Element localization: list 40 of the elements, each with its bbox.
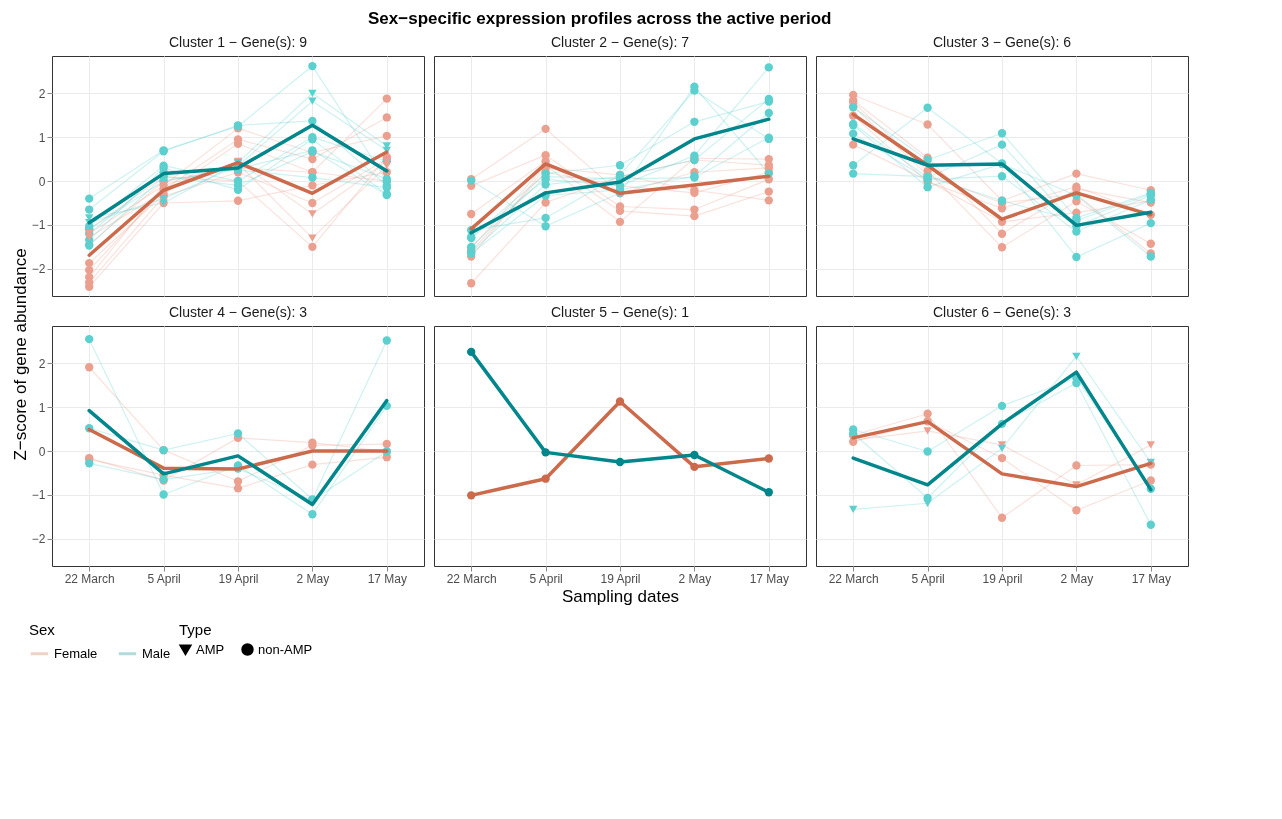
text: Sex−specific expression profiles across the active period (368, 8, 832, 28)
x-tick-label: 22 March (64, 571, 115, 586)
x-axis-title: Sampling dates (561, 586, 680, 606)
legend-label: Female (54, 645, 98, 661)
x-tick-label: 19 April (218, 571, 259, 586)
y-tick-label: 1 (38, 400, 46, 415)
chart-title: Cluster 1 − Gene(s): 9 (168, 34, 308, 50)
y-tick-label: −2 (31, 262, 46, 277)
x-tick-label: 2 May (678, 571, 712, 586)
x-tick-label: 2 May (296, 571, 330, 586)
x-tick-label: 17 May (749, 571, 789, 586)
x-tick-label: 19 April (600, 571, 641, 586)
x-tick-label: 17 May (1131, 571, 1171, 586)
chart-title: Cluster 2 − Gene(s): 7 (550, 34, 690, 50)
y-tick-label: −1 (31, 218, 46, 233)
x-tick-label: 19 April (982, 571, 1023, 586)
x-tick-label: 22 March (446, 571, 497, 586)
x-tick-label: 22 March (828, 571, 879, 586)
text: Type (179, 621, 212, 638)
y-axis-title: Z−score of gene abundance (10, 248, 30, 461)
chart-title: Cluster 6 − Gene(s): 3 (932, 304, 1072, 320)
legend-title: Sex (29, 621, 56, 638)
x-tick-label: 5 April (529, 571, 563, 586)
text: non-AMP (258, 641, 313, 657)
y-tick-label: 0 (38, 444, 46, 459)
chart-title: Cluster 4 − Gene(s): 3 (168, 304, 308, 320)
y-tick-label: 0 (38, 174, 46, 189)
y-tick-label: −2 (31, 532, 46, 547)
y-tick-label: 2 (38, 356, 46, 371)
legend-label: Male (142, 645, 171, 661)
y-tick-label: 1 (38, 130, 46, 145)
y-tick-label: −1 (31, 488, 46, 503)
x-tick-label: 17 May (367, 571, 407, 586)
y-tick-label: 2 (38, 86, 46, 101)
x-tick-label: 5 April (911, 571, 945, 586)
chart-title: Cluster 3 − Gene(s): 6 (932, 34, 1072, 50)
text: AMP (196, 641, 225, 657)
x-tick-label: 2 May (1060, 571, 1094, 586)
chart-title: Cluster 5 − Gene(s): 1 (550, 304, 690, 320)
x-tick-label: 5 April (147, 571, 181, 586)
